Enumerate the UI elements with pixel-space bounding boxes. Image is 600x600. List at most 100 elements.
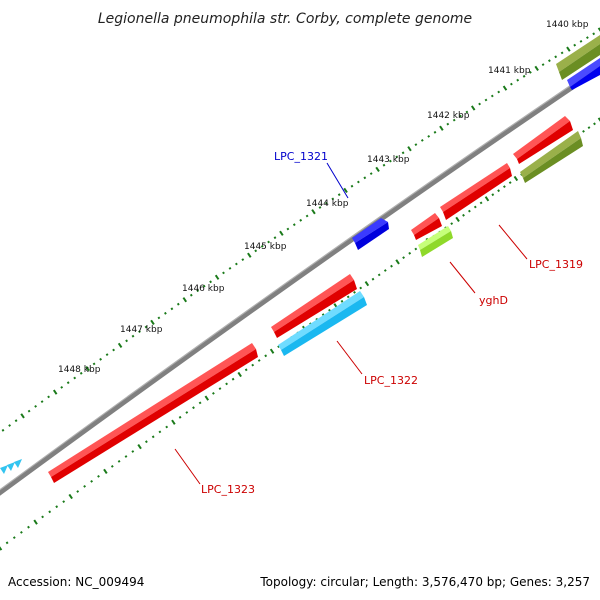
minor-tick [516,78,520,82]
feature-lpc-1319[interactable] [440,163,512,220]
feature-lpc-1322-cyan[interactable] [278,291,367,356]
minor-tick [292,223,296,227]
gene-label-lpc-1319: LPC_1319 [529,258,583,271]
minor-tick [325,201,328,205]
minor-tick [318,206,322,209]
tick-labels: 1440 kbp 1441 kbp 1442 kbp 1443 kbp 1444… [58,20,589,375]
minor-tick [331,197,335,201]
minor-tick [40,400,44,403]
major-tick [103,468,108,475]
minor-tick [235,262,238,266]
minor-tick [165,425,169,429]
major-tick [375,166,380,173]
minor-tick [548,59,551,63]
minor-tick [254,249,258,253]
minor-tick [299,218,303,222]
major-tick [439,125,444,131]
tick-label: 1440 kbp [546,20,589,30]
minor-tick [401,151,405,155]
major-tick [502,85,508,91]
minor-tick [138,330,141,333]
minor-tick [573,43,577,47]
minor-tick [267,240,270,244]
minor-tick [251,363,255,367]
minor-tick [27,525,30,529]
minor-tick [41,515,44,519]
minor-tick [490,94,494,98]
minor-tick [222,271,225,275]
tick-label: 1444 kbp [306,199,349,209]
minor-tick [27,409,31,413]
minor-tick [473,205,477,209]
minor-tick [433,130,437,134]
major-tick [484,196,490,202]
minor-tick [228,267,232,270]
minor-tick [8,424,11,427]
minor-tick [241,258,245,261]
feature-blue-top[interactable] [567,58,600,90]
major-tick [247,252,252,258]
major-tick [182,297,188,303]
minor-tick [465,110,469,114]
minor-tick [218,387,222,390]
major-tick [343,187,348,194]
feature-lpc-1321[interactable] [352,218,389,250]
major-tick [150,319,155,326]
minor-tick [446,122,450,126]
minor-tick [92,362,96,366]
minor-tick [124,455,128,458]
minor-tick [112,348,115,352]
minor-tick [363,176,367,180]
minor-tick [359,286,363,290]
minor-tick [510,82,513,86]
minor-tick [582,130,585,133]
feature-cyan-arrows[interactable] [0,459,22,474]
minor-tick [478,102,481,106]
minor-tick [554,55,558,59]
minor-tick [579,40,583,43]
minor-tick [209,280,212,284]
major-tick [364,280,370,287]
minor-tick [377,273,381,277]
feature-lpc-1322-red[interactable] [271,274,357,338]
minor-tick [484,98,488,102]
minor-tick [12,536,16,539]
minor-tick [503,185,506,188]
feature-lpc-1323[interactable] [48,343,258,483]
minor-tick [131,334,135,338]
minor-tick [83,485,86,488]
minor-tick [244,368,248,372]
major-tick [68,493,73,500]
map-title: Legionella pneumophila str. Corby, compl… [98,11,472,27]
minor-tick [55,505,59,509]
minor-tick [164,311,167,315]
feature-red-small[interactable] [411,213,442,240]
features [0,35,600,483]
feature-yghd[interactable] [418,226,453,257]
feature-olive-mid[interactable] [520,131,583,183]
major-tick [470,105,476,111]
minor-tick [382,163,386,167]
minor-tick [337,193,341,197]
minor-tick [105,353,109,356]
major-tick [52,389,58,395]
minor-tick [131,450,135,453]
minor-tick [357,180,360,184]
minor-tick [587,126,591,129]
tick-label: 1446 kbp [182,284,225,294]
major-tick [117,342,123,349]
feature-red-upper[interactable] [513,116,573,164]
minor-tick [5,541,9,545]
minor-tick [592,32,596,36]
major-tick [455,216,460,223]
minor-tick [383,269,387,272]
minor-tick [79,371,83,375]
minor-tick [529,71,532,74]
minor-tick [479,201,483,205]
major-tick [279,230,284,236]
major-tick [171,419,176,425]
minor-tick [389,159,392,163]
feature-olive-top[interactable] [556,35,600,80]
minor-tick [202,284,206,288]
